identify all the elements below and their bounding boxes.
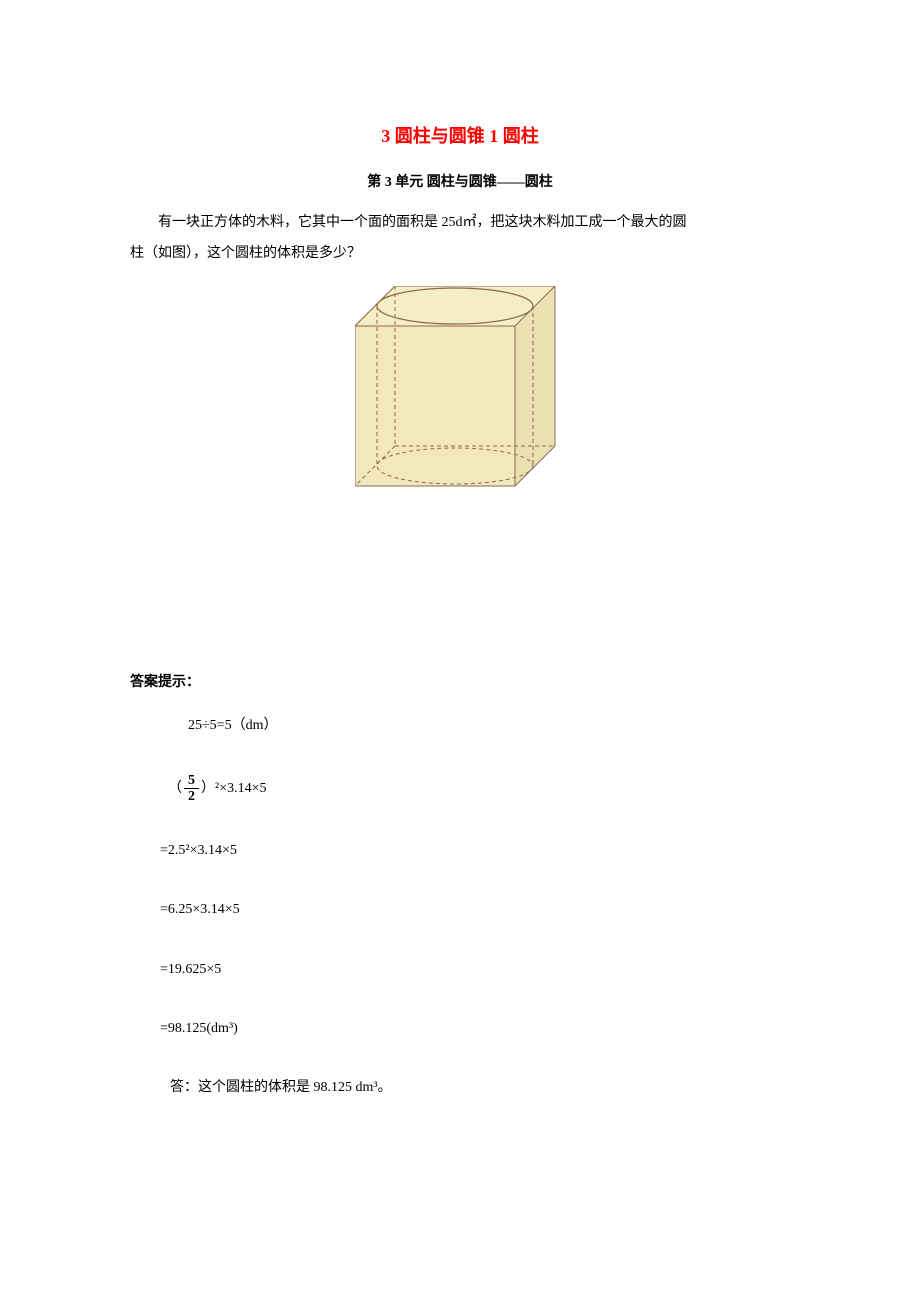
document-page: 3 圆柱与圆锥 1 圆柱 第 3 单元 圆柱与圆锥——圆柱 有一块正方体的木料，… xyxy=(0,0,920,1302)
problem-line-1: 有一块正方体的木料，它其中一个面的面积是 25d㎡，把这块木料加工成一个最大的圆 xyxy=(130,210,790,235)
final-answer: 答：这个圆柱的体积是 98.125 dm³。 xyxy=(170,1075,790,1100)
fraction-5-2: 52 xyxy=(184,773,199,805)
step-5: =19.625×5 xyxy=(160,957,790,982)
step-4: =6.25×3.14×5 xyxy=(160,897,790,922)
step-3: =2.5²×3.14×5 xyxy=(160,838,790,863)
problem-line-2: 柱（如图），这个圆柱的体积是多少？ xyxy=(130,241,790,266)
sub-title: 第 3 单元 圆柱与圆锥——圆柱 xyxy=(130,170,790,195)
answer-label: 答案提示： xyxy=(130,670,790,695)
cube-cylinder-figure xyxy=(355,286,565,511)
step-1: 25÷5=5（dm） xyxy=(188,713,790,738)
figure-container xyxy=(130,286,790,520)
step-2-suffix: ）²×3.14×5 xyxy=(201,781,267,796)
fraction-numerator: 5 xyxy=(184,773,199,789)
step-2: （52）²×3.14×5 xyxy=(168,773,790,805)
step-2-prefix: （ xyxy=(168,781,182,796)
fraction-denominator: 2 xyxy=(184,789,199,804)
main-title: 3 圆柱与圆锥 1 圆柱 xyxy=(130,120,790,152)
step-6: =98.125(dm³) xyxy=(160,1016,790,1041)
